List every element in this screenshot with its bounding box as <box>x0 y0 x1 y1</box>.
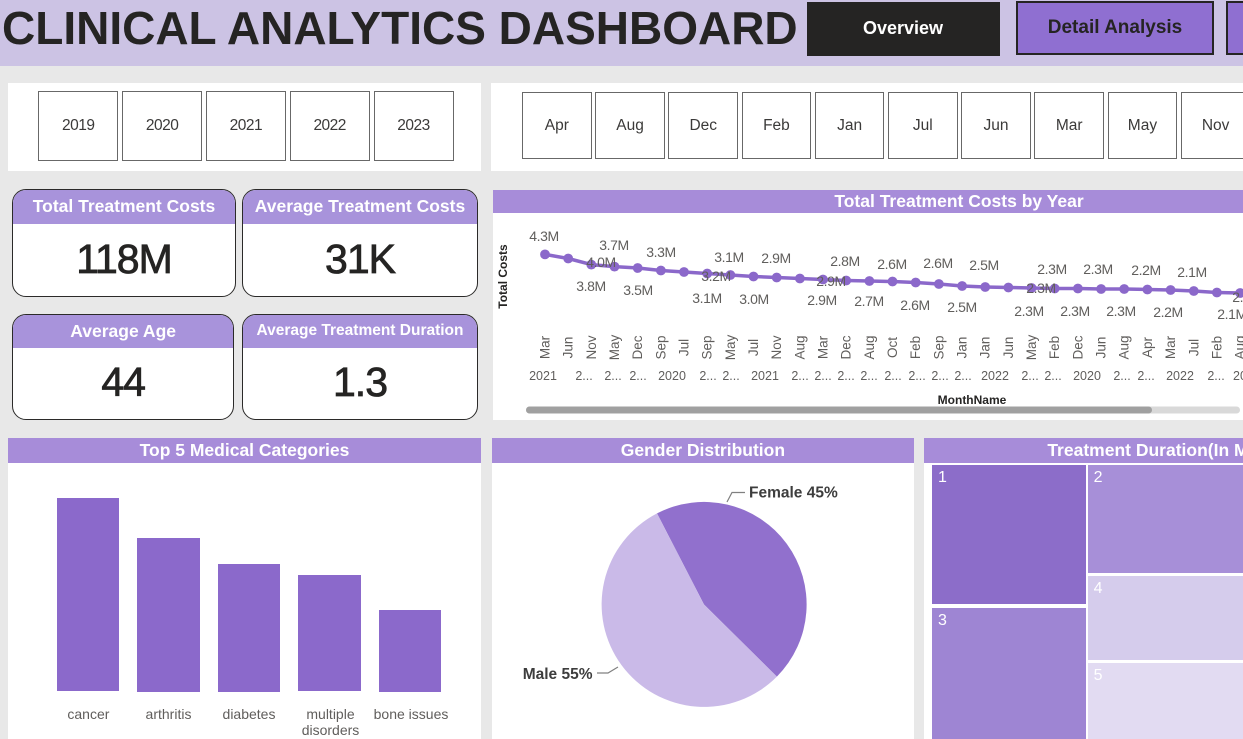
svg-text:2.6M: 2.6M <box>923 255 953 271</box>
svg-text:Jun: Jun <box>1094 337 1109 359</box>
svg-text:2...: 2... <box>575 369 592 383</box>
svg-text:2.6M: 2.6M <box>900 297 930 313</box>
svg-text:2...: 2... <box>860 369 877 383</box>
svg-text:2022: 2022 <box>981 369 1009 383</box>
svg-text:May: May <box>607 335 622 361</box>
svg-text:2.3M: 2.3M <box>1060 303 1090 319</box>
svg-text:2...: 2... <box>1044 369 1061 383</box>
svg-text:2...: 2... <box>837 369 854 383</box>
svg-text:2.2M: 2.2M <box>1131 262 1161 278</box>
svg-text:2.1M: 2.1M <box>1177 264 1207 280</box>
svg-text:Jun: Jun <box>561 337 576 359</box>
svg-text:3.8M: 3.8M <box>576 278 606 294</box>
svg-text:Sep: Sep <box>931 335 946 359</box>
svg-text:Sep: Sep <box>653 335 668 359</box>
svg-text:2...: 2... <box>1021 369 1038 383</box>
svg-text:Feb: Feb <box>1047 336 1062 359</box>
svg-text:Apr: Apr <box>1140 336 1155 358</box>
svg-text:Female 45%: Female 45% <box>749 485 838 502</box>
svg-text:Dec: Dec <box>1070 335 1085 359</box>
svg-text:3.7M: 3.7M <box>599 237 629 253</box>
svg-text:Jan: Jan <box>955 337 970 359</box>
svg-text:2.9M: 2.9M <box>807 292 837 308</box>
svg-text:2.5M: 2.5M <box>969 257 999 273</box>
svg-text:2...: 2... <box>884 369 901 383</box>
svg-text:3.5M: 3.5M <box>623 282 653 298</box>
svg-text:3.2M: 3.2M <box>701 268 731 284</box>
svg-text:Aug: Aug <box>1233 335 1243 359</box>
svg-text:Nov: Nov <box>584 335 599 359</box>
svg-text:2...: 2... <box>1137 369 1154 383</box>
svg-text:Jul: Jul <box>677 339 692 356</box>
svg-text:3.0M: 3.0M <box>739 291 769 307</box>
svg-text:3.1M: 3.1M <box>692 290 722 306</box>
svg-text:Dec: Dec <box>630 335 645 359</box>
svg-text:2.8M: 2.8M <box>830 253 860 269</box>
svg-text:Jul: Jul <box>746 339 761 356</box>
svg-text:2.2M: 2.2M <box>1153 304 1183 320</box>
svg-text:Oct: Oct <box>885 337 900 358</box>
svg-text:Aug: Aug <box>792 335 807 359</box>
svg-text:2021: 2021 <box>751 369 779 383</box>
svg-text:Aug: Aug <box>1117 335 1132 359</box>
svg-text:2...: 2... <box>908 369 925 383</box>
svg-text:Jul: Jul <box>1186 339 1201 356</box>
svg-text:Sep: Sep <box>700 335 715 359</box>
svg-text:2.3M: 2.3M <box>1083 261 1113 277</box>
svg-text:2.7M: 2.7M <box>854 293 884 309</box>
svg-text:Jan: Jan <box>978 337 993 359</box>
svg-text:Jun: Jun <box>1001 337 1016 359</box>
svg-text:2.9M: 2.9M <box>761 250 791 266</box>
svg-text:MonthName: MonthName <box>938 393 1007 407</box>
svg-text:2.6M: 2.6M <box>877 256 907 272</box>
svg-text:2...: 2... <box>699 369 716 383</box>
svg-text:Nov: Nov <box>769 335 784 359</box>
svg-text:Mar: Mar <box>1163 335 1178 359</box>
svg-text:2.3M: 2.3M <box>1232 289 1243 305</box>
svg-text:Aug: Aug <box>862 335 877 359</box>
svg-text:2.3M: 2.3M <box>1014 303 1044 319</box>
svg-text:2...: 2... <box>1207 369 1224 383</box>
svg-text:3.3M: 3.3M <box>646 244 676 260</box>
svg-text:2...: 2... <box>931 369 948 383</box>
svg-text:2...: 2... <box>1113 369 1130 383</box>
svg-text:2.3M: 2.3M <box>1037 261 1067 277</box>
svg-text:2022: 2022 <box>1166 369 1194 383</box>
svg-text:2.9M: 2.9M <box>816 273 846 289</box>
svg-text:3.1M: 3.1M <box>714 249 744 265</box>
svg-text:2.1M: 2.1M <box>1217 306 1243 322</box>
svg-text:2...: 2... <box>791 369 808 383</box>
svg-text:2020: 2020 <box>658 369 686 383</box>
svg-text:2...: 2... <box>722 369 739 383</box>
svg-text:Total Costs: Total Costs <box>496 244 510 309</box>
svg-text:Feb: Feb <box>1209 336 1224 359</box>
svg-text:Male 55%: Male 55% <box>523 666 593 683</box>
svg-text:May: May <box>723 335 738 361</box>
svg-text:2...: 2... <box>604 369 621 383</box>
svg-text:4.3M: 4.3M <box>529 228 559 244</box>
svg-text:2...: 2... <box>954 369 971 383</box>
svg-text:May: May <box>1024 335 1039 361</box>
svg-text:Mar: Mar <box>538 335 553 359</box>
svg-text:4.0M: 4.0M <box>586 254 616 270</box>
svg-text:2.3M: 2.3M <box>1106 303 1136 319</box>
svg-text:2.3M: 2.3M <box>1026 280 1056 296</box>
svg-text:20: 20 <box>1233 369 1243 383</box>
svg-text:2...: 2... <box>629 369 646 383</box>
svg-text:Feb: Feb <box>908 336 923 359</box>
svg-text:Dec: Dec <box>839 335 854 359</box>
svg-text:2.5M: 2.5M <box>947 299 977 315</box>
svg-text:2021: 2021 <box>529 369 557 383</box>
svg-text:2...: 2... <box>814 369 831 383</box>
svg-text:Mar: Mar <box>816 335 831 359</box>
svg-text:2020: 2020 <box>1073 369 1101 383</box>
